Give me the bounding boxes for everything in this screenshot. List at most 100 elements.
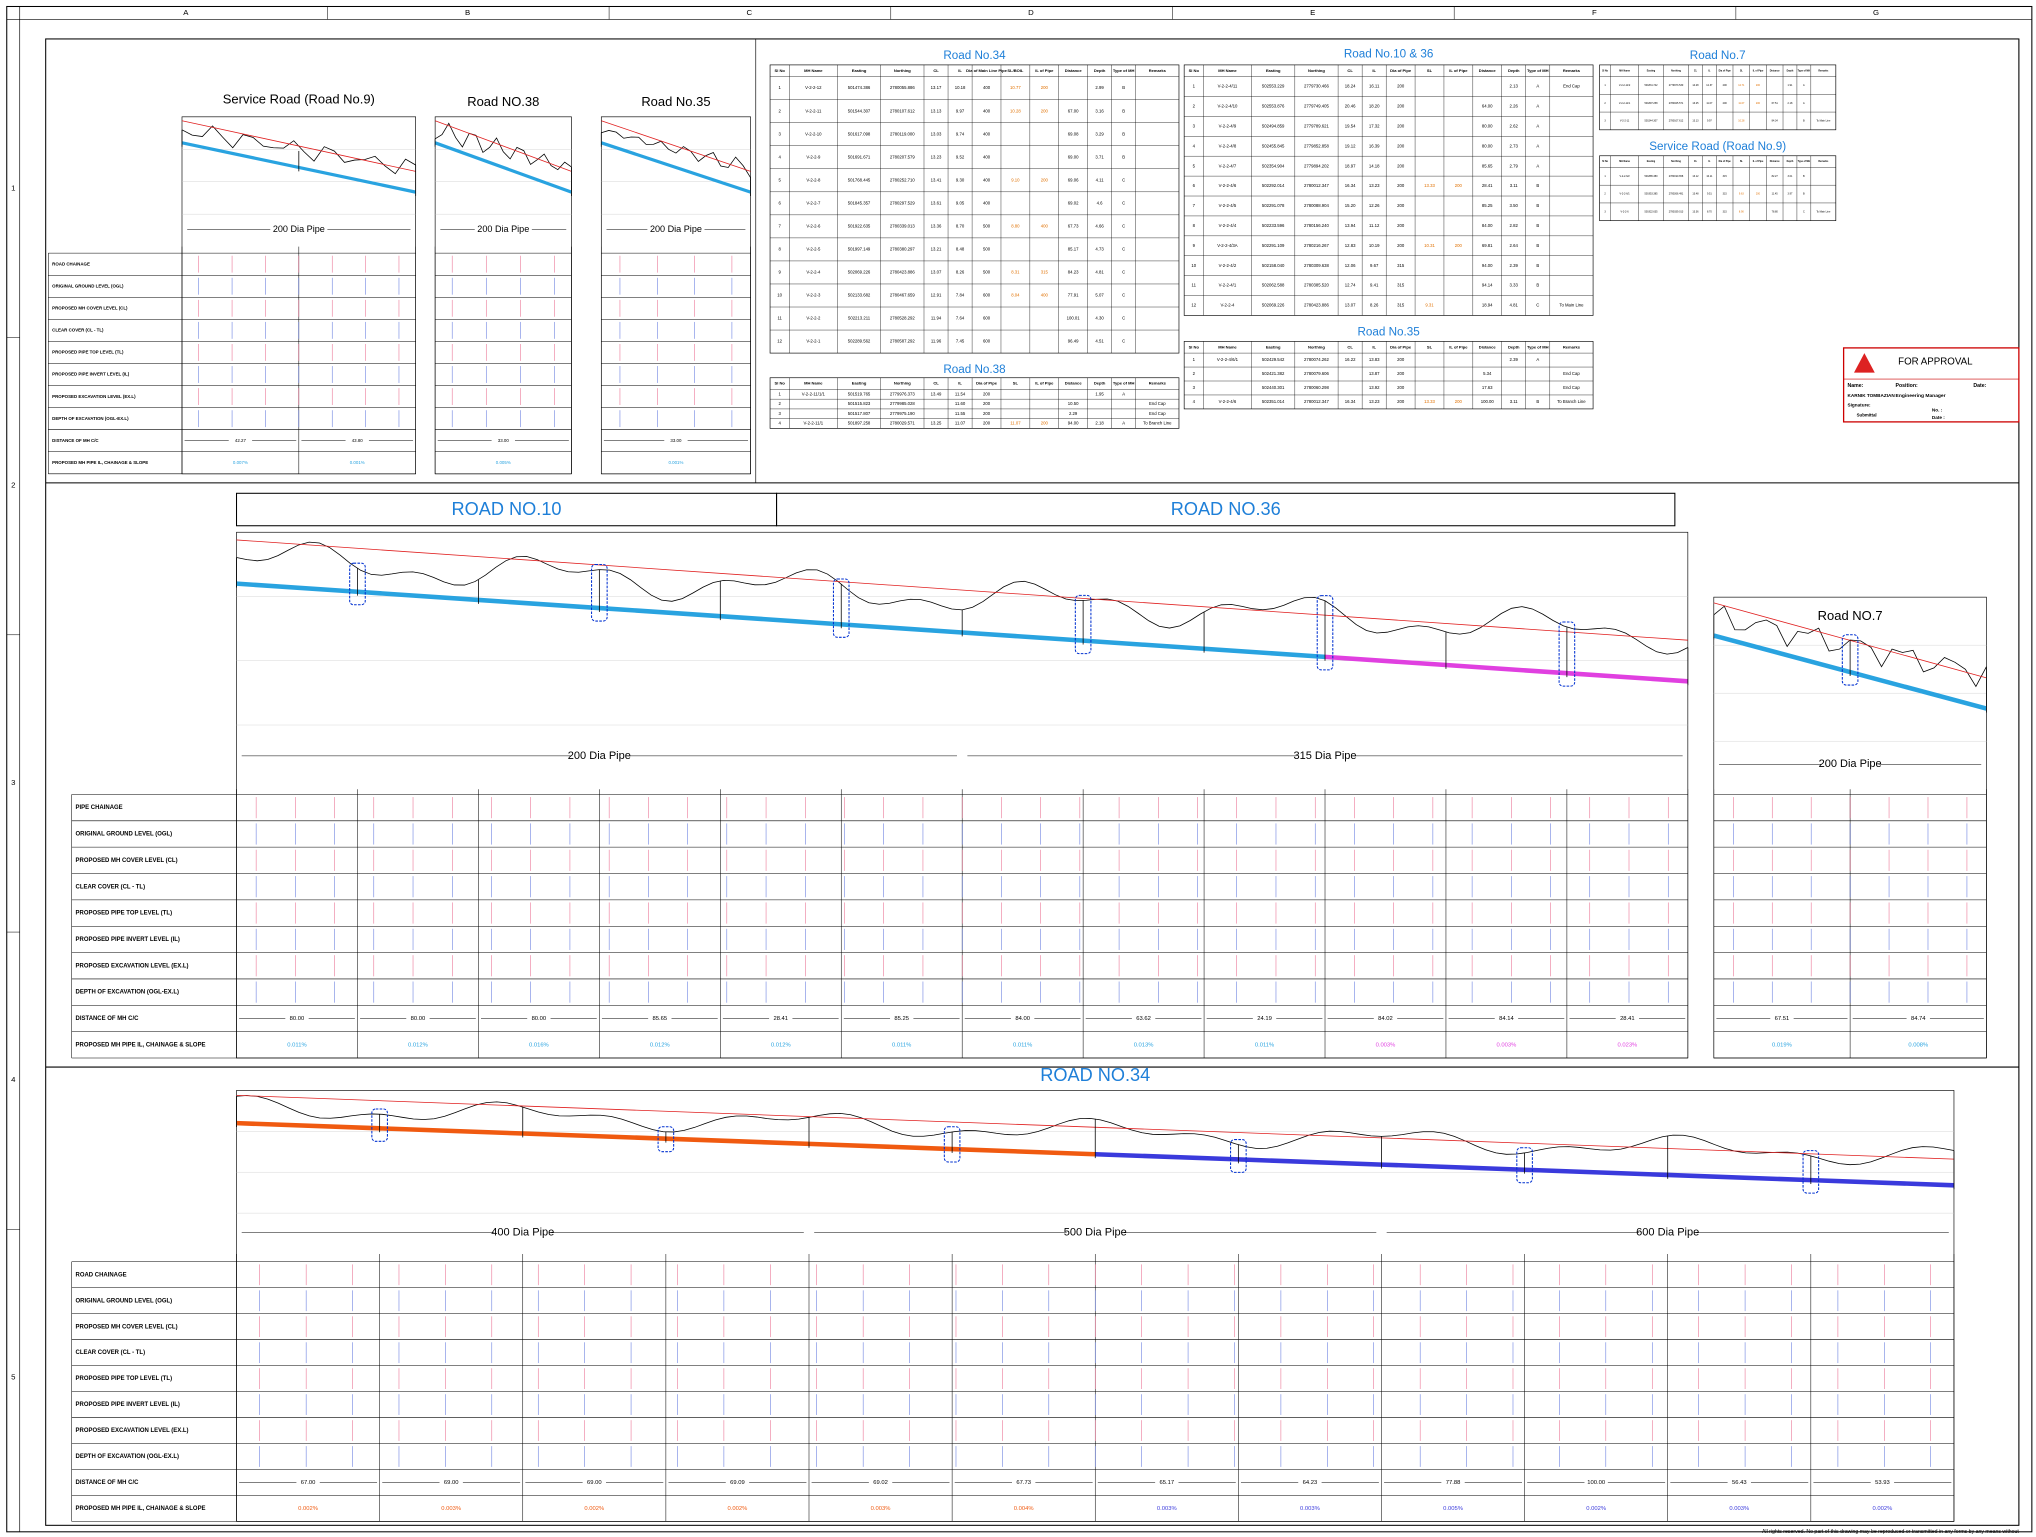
table-cell: 502440.301 <box>1262 385 1285 390</box>
table-cell: 10.28 <box>1738 120 1745 123</box>
table-cell: 2 <box>1604 193 1606 196</box>
table-cell: 2 <box>1193 104 1196 109</box>
table-cell: 2780025.571 <box>1669 102 1684 105</box>
table-cell: 2780074.262 <box>1304 357 1330 362</box>
table-cell: 200 <box>1397 243 1405 248</box>
approval-label: Name: <box>1848 383 1864 389</box>
table-cell: 315 <box>1397 283 1405 288</box>
table-cell: C <box>1122 223 1125 228</box>
distance-bg <box>769 1015 793 1022</box>
table-cell: 4.6 <box>1097 200 1104 205</box>
cover-line <box>434 120 572 172</box>
table-cell: 501997.149 <box>848 247 871 252</box>
table-frame <box>769 64 1180 354</box>
pipe <box>841 622 963 635</box>
table-cell: 2.62 <box>1510 123 1519 128</box>
distance-bg <box>1770 1015 1794 1022</box>
table-cell: 502429.542 <box>1262 357 1285 362</box>
table-header: IL of Pipe <box>1035 68 1054 73</box>
pipe <box>1095 1151 1239 1162</box>
table-header: CL <box>1694 70 1698 72</box>
slope-label: 0.011% <box>1013 1042 1032 1048</box>
table-cell: V-2-2-4/5 <box>1219 203 1237 208</box>
table-cell: V-2-2-11/2 <box>1619 84 1631 87</box>
distance-bg <box>285 1015 309 1022</box>
table-cell: 9.67 <box>1370 263 1379 268</box>
table-header: CL <box>1347 68 1353 73</box>
table-cell: 11.96 <box>931 339 942 344</box>
row-label: 2 <box>11 481 15 490</box>
table-cell: B <box>1536 183 1539 188</box>
table-cell: 13.23 <box>931 154 942 159</box>
distance-bg <box>1441 1479 1465 1486</box>
table-cell: 3 <box>778 411 781 416</box>
table-cell: 5.07 <box>1095 293 1104 298</box>
distance-label: 69.00 <box>587 1480 602 1486</box>
slope-label: 0.011% <box>1255 1042 1274 1048</box>
table-header: IL <box>958 68 962 73</box>
distance-label: 85.65 <box>653 1016 668 1022</box>
profile-row-label: PROPOSED PIPE INVERT LEVEL (IL) <box>52 372 130 377</box>
table-cell: 11.07 <box>1706 102 1713 105</box>
pipe-label-bg <box>647 223 705 237</box>
table-cell: 13.17 <box>931 85 942 90</box>
table-cell: 3.11 <box>1510 183 1519 188</box>
table-cell: 64.00 <box>1482 104 1493 109</box>
profile-row-label: CLEAR COVER (CL - TL) <box>52 328 104 333</box>
table-header: IL of Pipe <box>1449 344 1468 349</box>
slope-label: 0.013% <box>1134 1042 1154 1048</box>
table-header: Remarks <box>1818 70 1829 72</box>
pipe <box>1713 633 1851 675</box>
table-cell: 501845.357 <box>848 200 871 205</box>
table-cell: 400 <box>983 200 991 205</box>
table-title: Road No.34 <box>943 49 1006 62</box>
table-cell: V-2-2-4/6/1 <box>1217 357 1239 362</box>
distance-bg <box>228 437 253 444</box>
profile-row-label: PROPOSED PIPE INVERT LEVEL (IL) <box>76 937 180 943</box>
table-title: Road No.10 & 36 <box>1344 48 1434 61</box>
table-cell: 2779976.373 <box>890 391 916 396</box>
table-cell: 2780423.886 <box>890 270 916 275</box>
table-cell: 100.00 <box>1481 399 1495 404</box>
table-cell: V-2-2-3 <box>806 293 821 298</box>
table-cell: 2780079.606 <box>1304 371 1330 376</box>
profile-row-label: PROPOSED PIPE TOP LEVEL (TL) <box>76 911 173 917</box>
distance-bg <box>491 437 515 444</box>
table-cell: 94.14 <box>1482 283 1493 288</box>
table-header: Distance <box>1065 68 1083 73</box>
table-cell: 84.34 <box>1772 120 1779 123</box>
table-cell: 501922.635 <box>848 223 871 228</box>
table-cell: 1 <box>1193 84 1196 89</box>
table-header: Easting <box>1266 344 1281 349</box>
table-cell: 1 <box>778 85 781 90</box>
table-cell: 500 <box>983 247 991 252</box>
table-cell: B <box>1803 120 1805 123</box>
distance-label: 69.02 <box>873 1480 888 1486</box>
manhole-callout <box>1516 1147 1533 1184</box>
table-header: Northing <box>1308 344 1325 349</box>
table-cell: B <box>1122 108 1125 113</box>
pipe <box>478 597 600 611</box>
table-cell: 2779749.405 <box>1304 104 1330 109</box>
table-cell: 2780088.904 <box>1304 203 1330 208</box>
distance-label: 80.00 <box>290 1016 305 1022</box>
approval-label: No. : <box>1932 407 1943 412</box>
table-cell: 10 <box>1191 263 1196 268</box>
table-frame <box>769 377 1180 429</box>
table-cell: 2779852.858 <box>1304 143 1330 148</box>
table-header: Type of MH <box>1527 344 1549 349</box>
table-cell: 85.17 <box>1068 247 1079 252</box>
profile-title: ROAD NO.10 <box>452 499 562 519</box>
distance-bg <box>1298 1479 1322 1486</box>
column-label: C <box>746 8 752 17</box>
pipe-label-bg <box>1821 757 1879 771</box>
table-header: MH Name <box>804 68 823 73</box>
table-header: Type of MH <box>1113 381 1135 386</box>
table-cell: 502213.211 <box>848 316 871 321</box>
table-header: Depth <box>1787 69 1794 72</box>
table-header: Sl No <box>775 381 786 386</box>
table-cell: V-2-2-4/10 <box>1217 104 1238 109</box>
table-cell: B <box>1122 131 1125 136</box>
distance-bg <box>1494 1015 1519 1022</box>
table-cell: 14.18 <box>1369 163 1380 168</box>
